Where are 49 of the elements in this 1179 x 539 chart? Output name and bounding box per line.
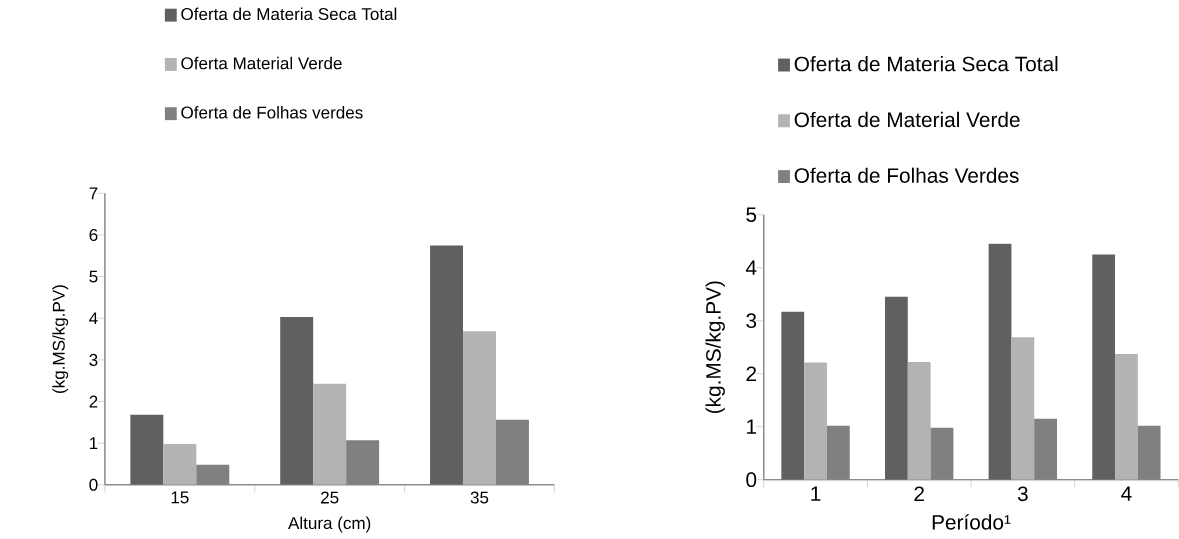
x-tick-label: 35 xyxy=(470,491,489,504)
y-tick-label: 2 xyxy=(746,366,757,382)
y-tick-label: 1 xyxy=(747,419,757,434)
y-tick-label: 7 xyxy=(89,187,98,200)
y-tick-label: 5 xyxy=(89,270,98,283)
bar xyxy=(826,425,850,480)
bar xyxy=(1115,354,1138,480)
x-tick-label: 4 xyxy=(1121,486,1132,501)
x-tick-label: 1 xyxy=(811,486,821,501)
y-axis-title: (kg.MS/kg.PV) xyxy=(52,285,69,394)
x-axis-title: Período¹ xyxy=(932,514,1011,530)
y-tick-label: 3 xyxy=(89,353,98,367)
legend-label: Oferta de Materia Seca Total xyxy=(181,7,397,21)
bar xyxy=(130,414,164,485)
bar xyxy=(804,362,827,480)
x-tick-label: 15 xyxy=(171,491,189,504)
y-tick-label: 0 xyxy=(746,472,757,488)
legend-label: Oferta de Materia Seca Total xyxy=(794,56,1058,72)
y-tick-label: 0 xyxy=(89,478,98,491)
x-tick-label: 2 xyxy=(914,486,924,502)
x-axis-title: Altura (cm) xyxy=(288,516,371,533)
y-tick-label: 4 xyxy=(89,312,98,325)
bar xyxy=(280,317,314,485)
bar xyxy=(463,331,496,485)
legend-label: Oferta de Folhas Verdes xyxy=(794,167,1019,184)
bar xyxy=(313,383,347,485)
x-tick-label: 25 xyxy=(321,491,339,504)
legend-label: Oferta de Material Verde xyxy=(794,111,1020,128)
x-tick-label: 3 xyxy=(1017,486,1028,502)
y-tick-label: 6 xyxy=(89,229,98,242)
y-tick-label: 3 xyxy=(746,313,757,329)
bar xyxy=(1137,425,1161,480)
bar xyxy=(930,427,954,480)
bar xyxy=(781,311,805,480)
y-tick-label: 2 xyxy=(89,395,98,408)
y-axis-title: (kg.MS/kg.PV) xyxy=(705,281,725,414)
legend-label: Oferta de Folhas verdes xyxy=(181,106,363,119)
bar xyxy=(430,245,464,485)
y-tick-label: 4 xyxy=(745,260,757,275)
legend-label: Oferta Material Verde xyxy=(181,56,342,70)
bar xyxy=(988,243,1012,480)
bar xyxy=(163,444,197,485)
bar xyxy=(885,296,908,480)
bar xyxy=(1034,418,1058,480)
bar xyxy=(1011,337,1035,480)
bar xyxy=(1092,254,1116,480)
y-tick-label: 1 xyxy=(90,437,98,450)
y-tick-label: 5 xyxy=(746,207,757,223)
bar xyxy=(907,362,931,480)
